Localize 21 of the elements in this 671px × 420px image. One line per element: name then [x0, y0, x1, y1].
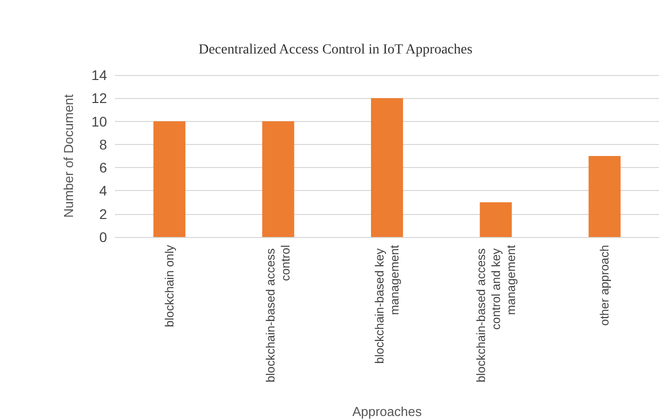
- y-tick-label: 12: [91, 90, 108, 106]
- y-tick-label: 0: [99, 229, 108, 245]
- x-tick-label: blockchain-based access control and key management: [474, 244, 518, 382]
- y-axis-title: Number of Document: [61, 94, 76, 218]
- y-tick-label: 4: [99, 182, 108, 199]
- x-axis-title: Approaches: [352, 404, 422, 419]
- y-tick-label: 14: [91, 67, 108, 83]
- bar: [588, 156, 621, 237]
- x-tick-label: other approach: [598, 245, 612, 326]
- y-tick-label: 6: [99, 160, 108, 176]
- x-tick-label: blockchain-based key management: [372, 244, 402, 364]
- chart-title: Decentralized Access Control in IoT Approaches: [198, 42, 472, 58]
- x-tick-label: blockchain only: [162, 245, 176, 328]
- bar: [153, 121, 186, 237]
- bar: [262, 121, 294, 237]
- y-tick-label: 2: [99, 206, 108, 222]
- y-tick-label: 10: [91, 113, 108, 130]
- bar: [371, 98, 403, 237]
- x-tick-label: blockchain-based access control: [264, 245, 293, 382]
- bar: [480, 202, 512, 237]
- y-tick-label: 8: [99, 136, 108, 152]
